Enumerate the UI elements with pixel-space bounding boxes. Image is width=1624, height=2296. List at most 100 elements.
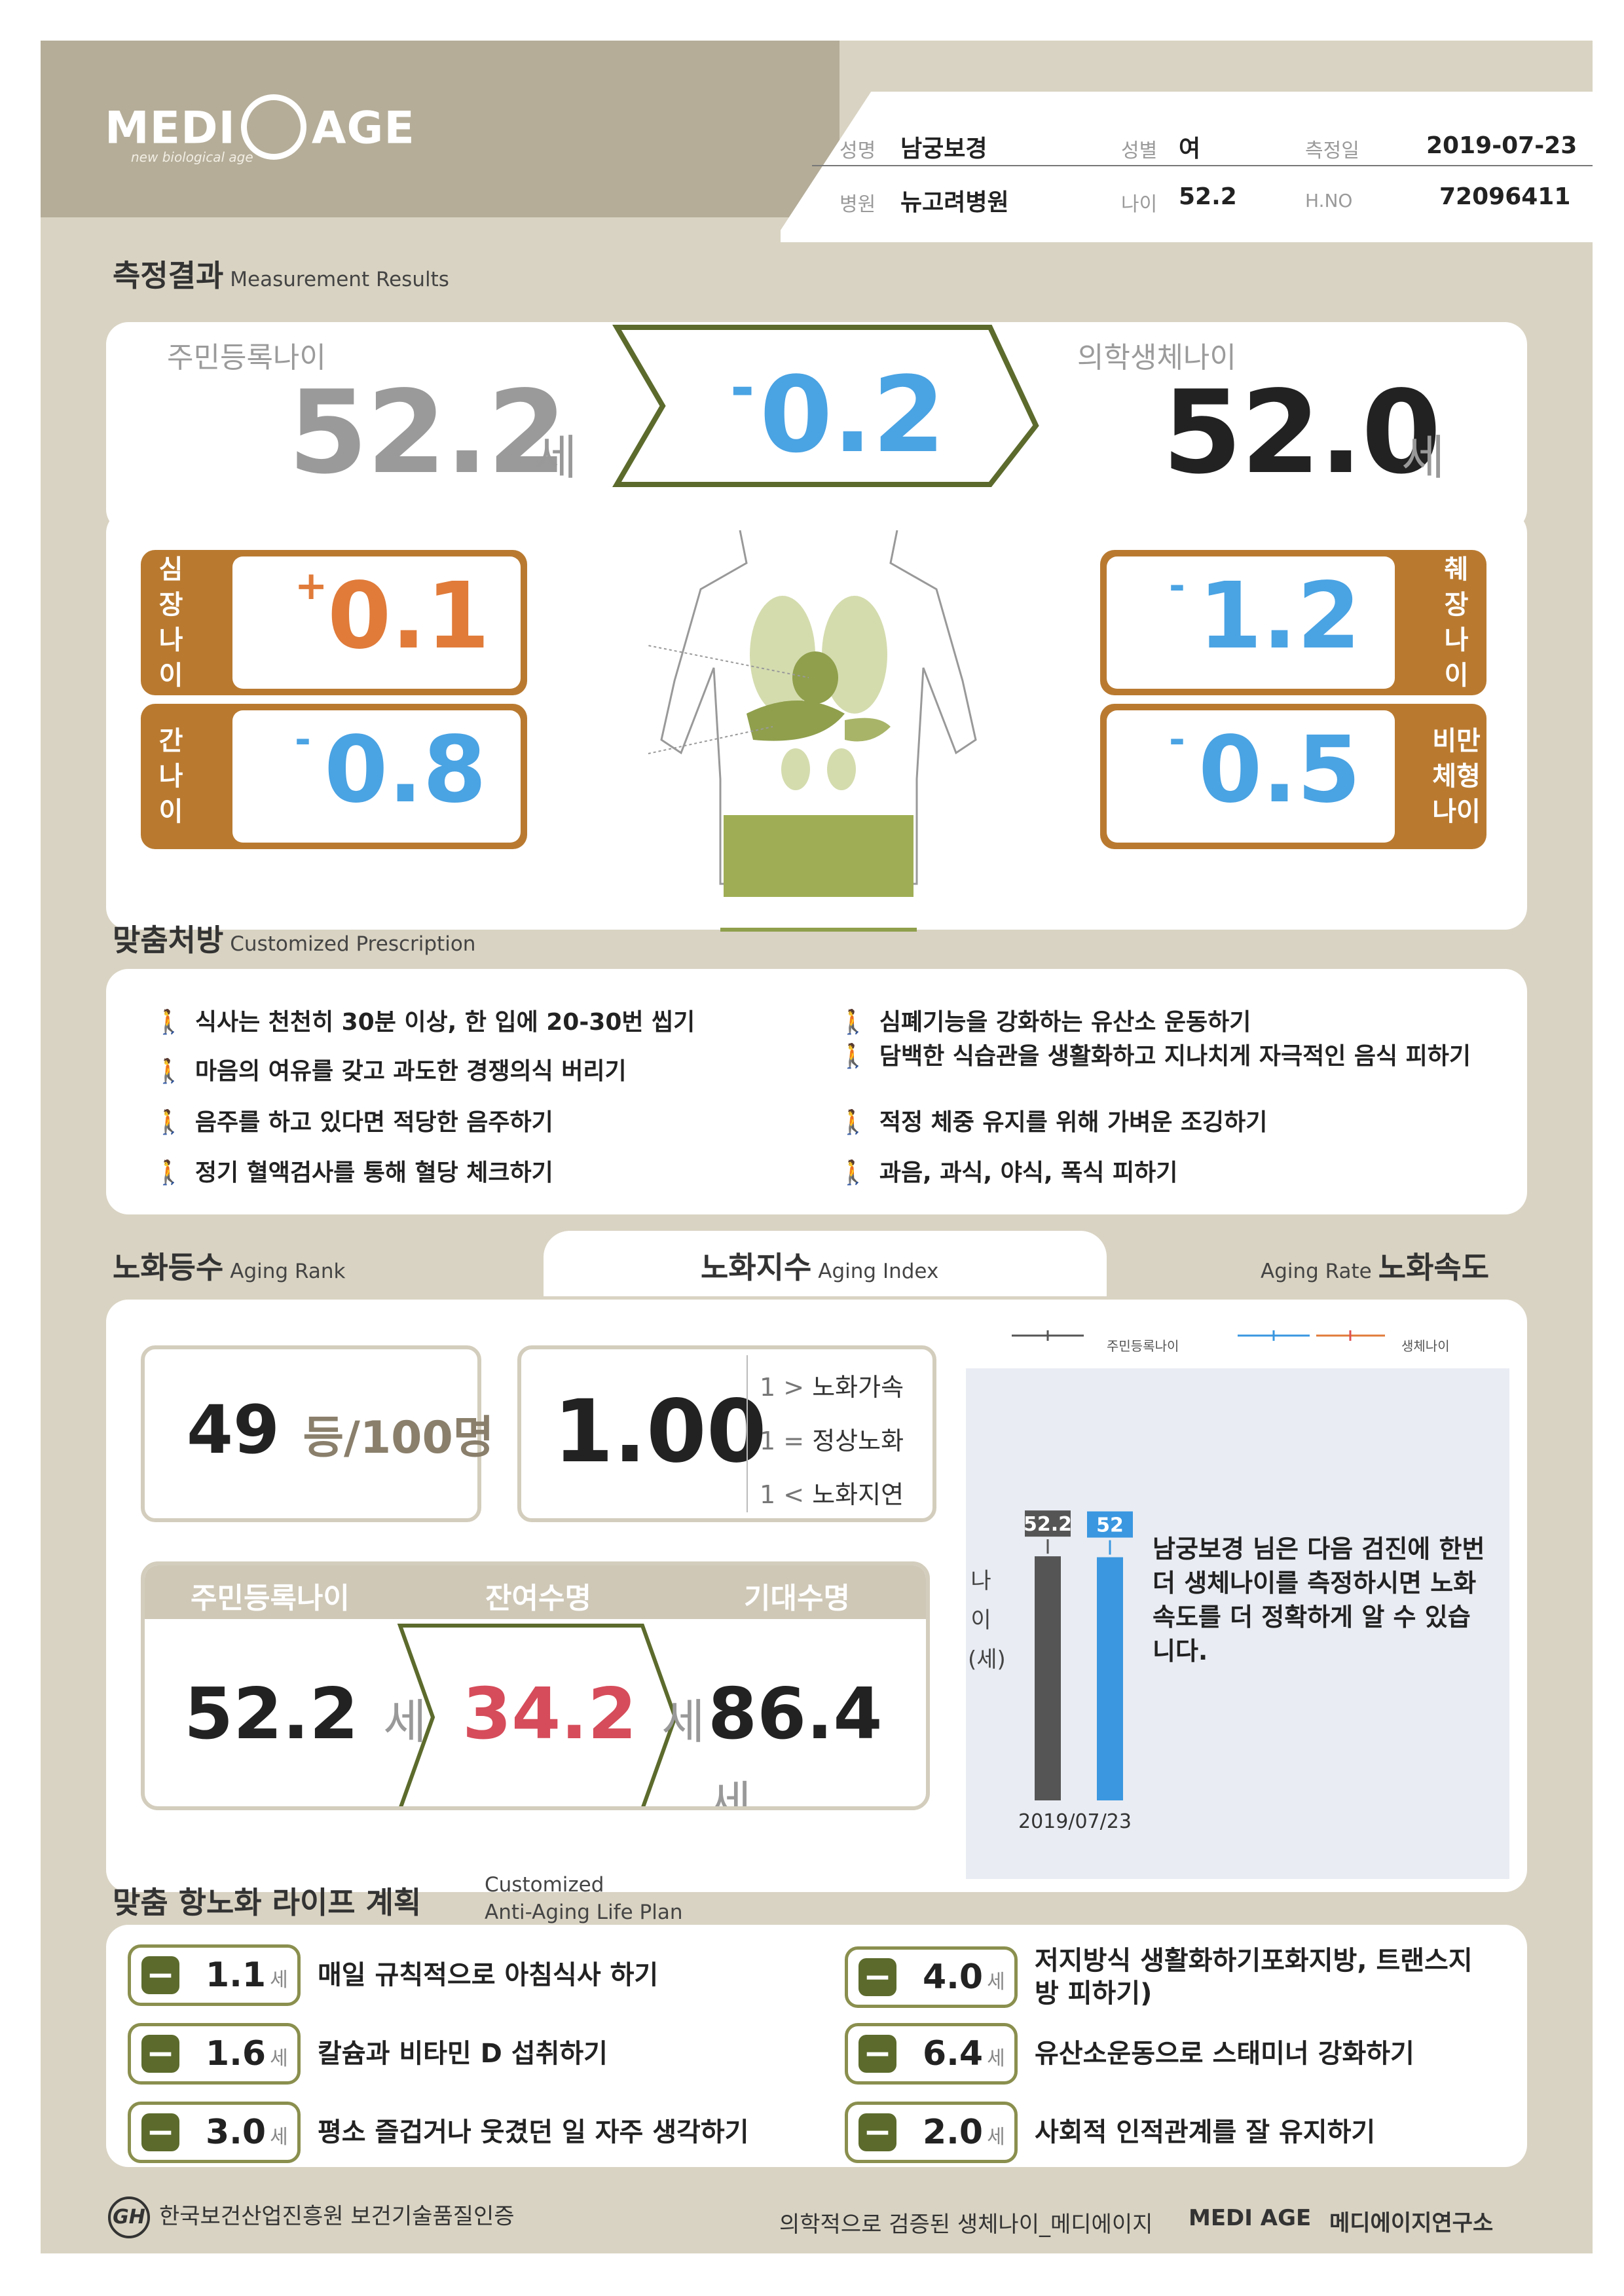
prescription-item: 🚶 담백한 식습관을 생활화하고 지나치게 자극적인 음식 피하기 [838, 1043, 1471, 1070]
plan-text: 사회적 인적관계를 잘 유지하기 [1035, 2117, 1376, 2147]
section-tab [41, 223, 781, 304]
prescription-item: 🚶 음주를 하고 있다면 적당한 음주하기 [154, 1109, 553, 1136]
plan-text: 저지방식 생활화하기포화지방, 트랜스지방 피하기) [1035, 1946, 1473, 2009]
index-legend-accelerated: 1 > 노화가속 [760, 1373, 904, 1402]
footer-certification: GH 한국보건산업진흥원 보건기술품질인증 [108, 2196, 515, 2238]
prescription-item: 🚶 과음, 과식, 야식, 폭식 피하기 [838, 1159, 1178, 1186]
logo-s-ring-icon [240, 94, 306, 160]
bar-data-label: 52.2 [1024, 1513, 1072, 1536]
measure-date: 2019-07-23 [1426, 132, 1578, 159]
chart-note-text: 남궁보경 님은 다음 검진에 한번 더 생체나이를 측정하시면 노화속도를 더 … [1153, 1535, 1485, 1666]
life-remaining-value: 34.2 세 [462, 1673, 705, 1755]
life-header-resident: 주민등록나이 [191, 1582, 350, 1615]
body-torso-illustration [648, 530, 977, 932]
prescription-item: 🚶 마음의 여유를 갖고 과도한 경쟁의식 버리기 [154, 1058, 627, 1085]
header-brand-bar [41, 41, 840, 217]
patient-name: 남궁보경 [900, 136, 987, 162]
aging-index-title: 노화지수 Aging Index [701, 1250, 939, 1285]
date-label: 측정일 [1305, 139, 1359, 162]
plan-years-chip: −4.0 세 [845, 1946, 1018, 2008]
chart-bars: 52.2 52 [1024, 1510, 1133, 1800]
aging-index-tab [544, 1231, 1107, 1296]
plan-item: −3.0 세 평소 즐겁거나 웃겼던 일 자주 생각하기 [128, 2102, 789, 2163]
chart-y-axis-label: 나이(세) [968, 1568, 1006, 1673]
plan-years-chip: −3.0 세 [128, 2102, 301, 2163]
hospital-name: 뉴고려병원 [900, 189, 1009, 216]
footer-tagline: 의학적으로 검증된 생체나이_메디에이지 [779, 2212, 1153, 2238]
hno-value: 72096411 [1439, 183, 1571, 210]
medi-age-logo: MEDI AGE [105, 94, 415, 164]
plan-item: −1.6 세 칼슘과 비타민 D 섭취하기 [128, 2023, 789, 2085]
aging-rank-box [141, 1345, 481, 1522]
pancreas-sign: - [1169, 563, 1185, 609]
plan-text: 유산소운동으로 스태미너 강화하기 [1035, 2039, 1414, 2069]
plan-text: 평소 즐겁거나 웃겼던 일 자주 생각하기 [318, 2117, 749, 2147]
index-legend-delayed: 1 < 노화지연 [760, 1480, 904, 1509]
aging-rank-value: 49 등/100명 [187, 1391, 494, 1469]
footer-org: 메디에이지연구소 [1329, 2210, 1494, 2236]
life-expectancy-box: 주민등록나이 잔여수명 기대수명 52.2 세 34.2 세 86.4 세 [141, 1561, 930, 1810]
prescription-box [106, 969, 1527, 1214]
walking-icon: 🚶 [838, 1009, 868, 1036]
walking-icon: 🚶 [154, 1159, 183, 1186]
prescription-item: 🚶 식사는 천천히 30분 이상, 한 입에 20-30번 씹기 [154, 1009, 695, 1036]
walking-icon: 🚶 [154, 1109, 183, 1136]
life-header-remaining: 잔여수명 [485, 1582, 591, 1615]
name-label: 성명 [840, 139, 876, 162]
plan-item: −4.0 세 저지방식 생활화하기포화지방, 트랜스지방 피하기) [845, 1944, 1493, 2010]
obesity-age-value: 0.5 [1198, 717, 1361, 824]
prescription-item: 🚶 심폐기능을 강화하는 유산소 운동하기 [838, 1009, 1251, 1036]
aging-index-box [517, 1345, 936, 1522]
plan-box [106, 1925, 1527, 2167]
plan-years-chip: −1.1 세 [128, 1944, 301, 2006]
plan-years-chip: −6.4 세 [845, 2023, 1018, 2085]
diff-sign: - [730, 354, 755, 422]
plan-item: −1.1 세 매일 규칙적으로 아침식사 하기 [128, 1944, 789, 2006]
plan-item: −6.4 세 유산소운동으로 스태미너 강화하기 [845, 2023, 1493, 2085]
patient-info-panel [773, 92, 1593, 242]
aging-rate-title: Aging Rate 노화속도 [1261, 1250, 1490, 1285]
heart-sign: + [295, 563, 328, 609]
difference-chevron [612, 325, 1039, 487]
resident-age-value: 52.2 [288, 367, 567, 500]
bio-age-label: 의학생체나이 [1077, 341, 1236, 374]
plan-years-chip: −1.6 세 [128, 2023, 301, 2085]
bio-age-value: 52.0 [1162, 367, 1441, 500]
bar-label-bg [1025, 1510, 1071, 1537]
plan-title: 맞춤 항노화 라이프 계획 [113, 1885, 422, 1920]
life-header-expected: 기대수명 [744, 1582, 850, 1615]
minus-icon: − [858, 2035, 896, 2073]
plan-item: −2.0 세 사회적 인적관계를 잘 유지하기 [845, 2102, 1493, 2163]
minus-icon: − [141, 2113, 179, 2151]
walking-icon: 🚶 [154, 1009, 183, 1036]
liver-sign: - [295, 717, 311, 763]
bar-data-label: 52 [1096, 1514, 1124, 1537]
life-expected-value: 86.4 세 [708, 1673, 883, 1810]
walking-icon: 🚶 [838, 1043, 868, 1070]
obesity-age-card: 비만 체형 나이 - 0.5 [1100, 704, 1486, 849]
resident-age-unit: 세 [534, 430, 578, 485]
logo-subtitle: new biological age [131, 149, 253, 165]
resident-age-label: 주민등록나이 [167, 341, 326, 374]
index-legend-divider [747, 1355, 748, 1512]
minus-icon: − [858, 2113, 896, 2151]
patient-age: 52.2 [1179, 183, 1237, 210]
walking-icon: 🚶 [838, 1109, 868, 1136]
legend-resident: 주민등록나이 [1107, 1338, 1179, 1354]
age-difference-value: 0.2 [760, 354, 946, 476]
bar-bio-age [1097, 1557, 1123, 1800]
hno-label: H.NO [1305, 190, 1353, 211]
liver-age-value: 0.8 [324, 717, 487, 824]
info-divider [812, 165, 1593, 166]
age-label: 나이 [1121, 193, 1158, 216]
sex-label: 성별 [1121, 139, 1158, 162]
plan-title-en: Customized Anti-Aging Life Plan [485, 1873, 683, 1924]
life-resident-value: 52.2 세 [184, 1673, 427, 1755]
footer-logo: MEDI AGE [1189, 2205, 1312, 2231]
obesity-age-label: 비만 체형 나이 [1432, 726, 1481, 827]
bar-resident-age [1035, 1556, 1061, 1800]
